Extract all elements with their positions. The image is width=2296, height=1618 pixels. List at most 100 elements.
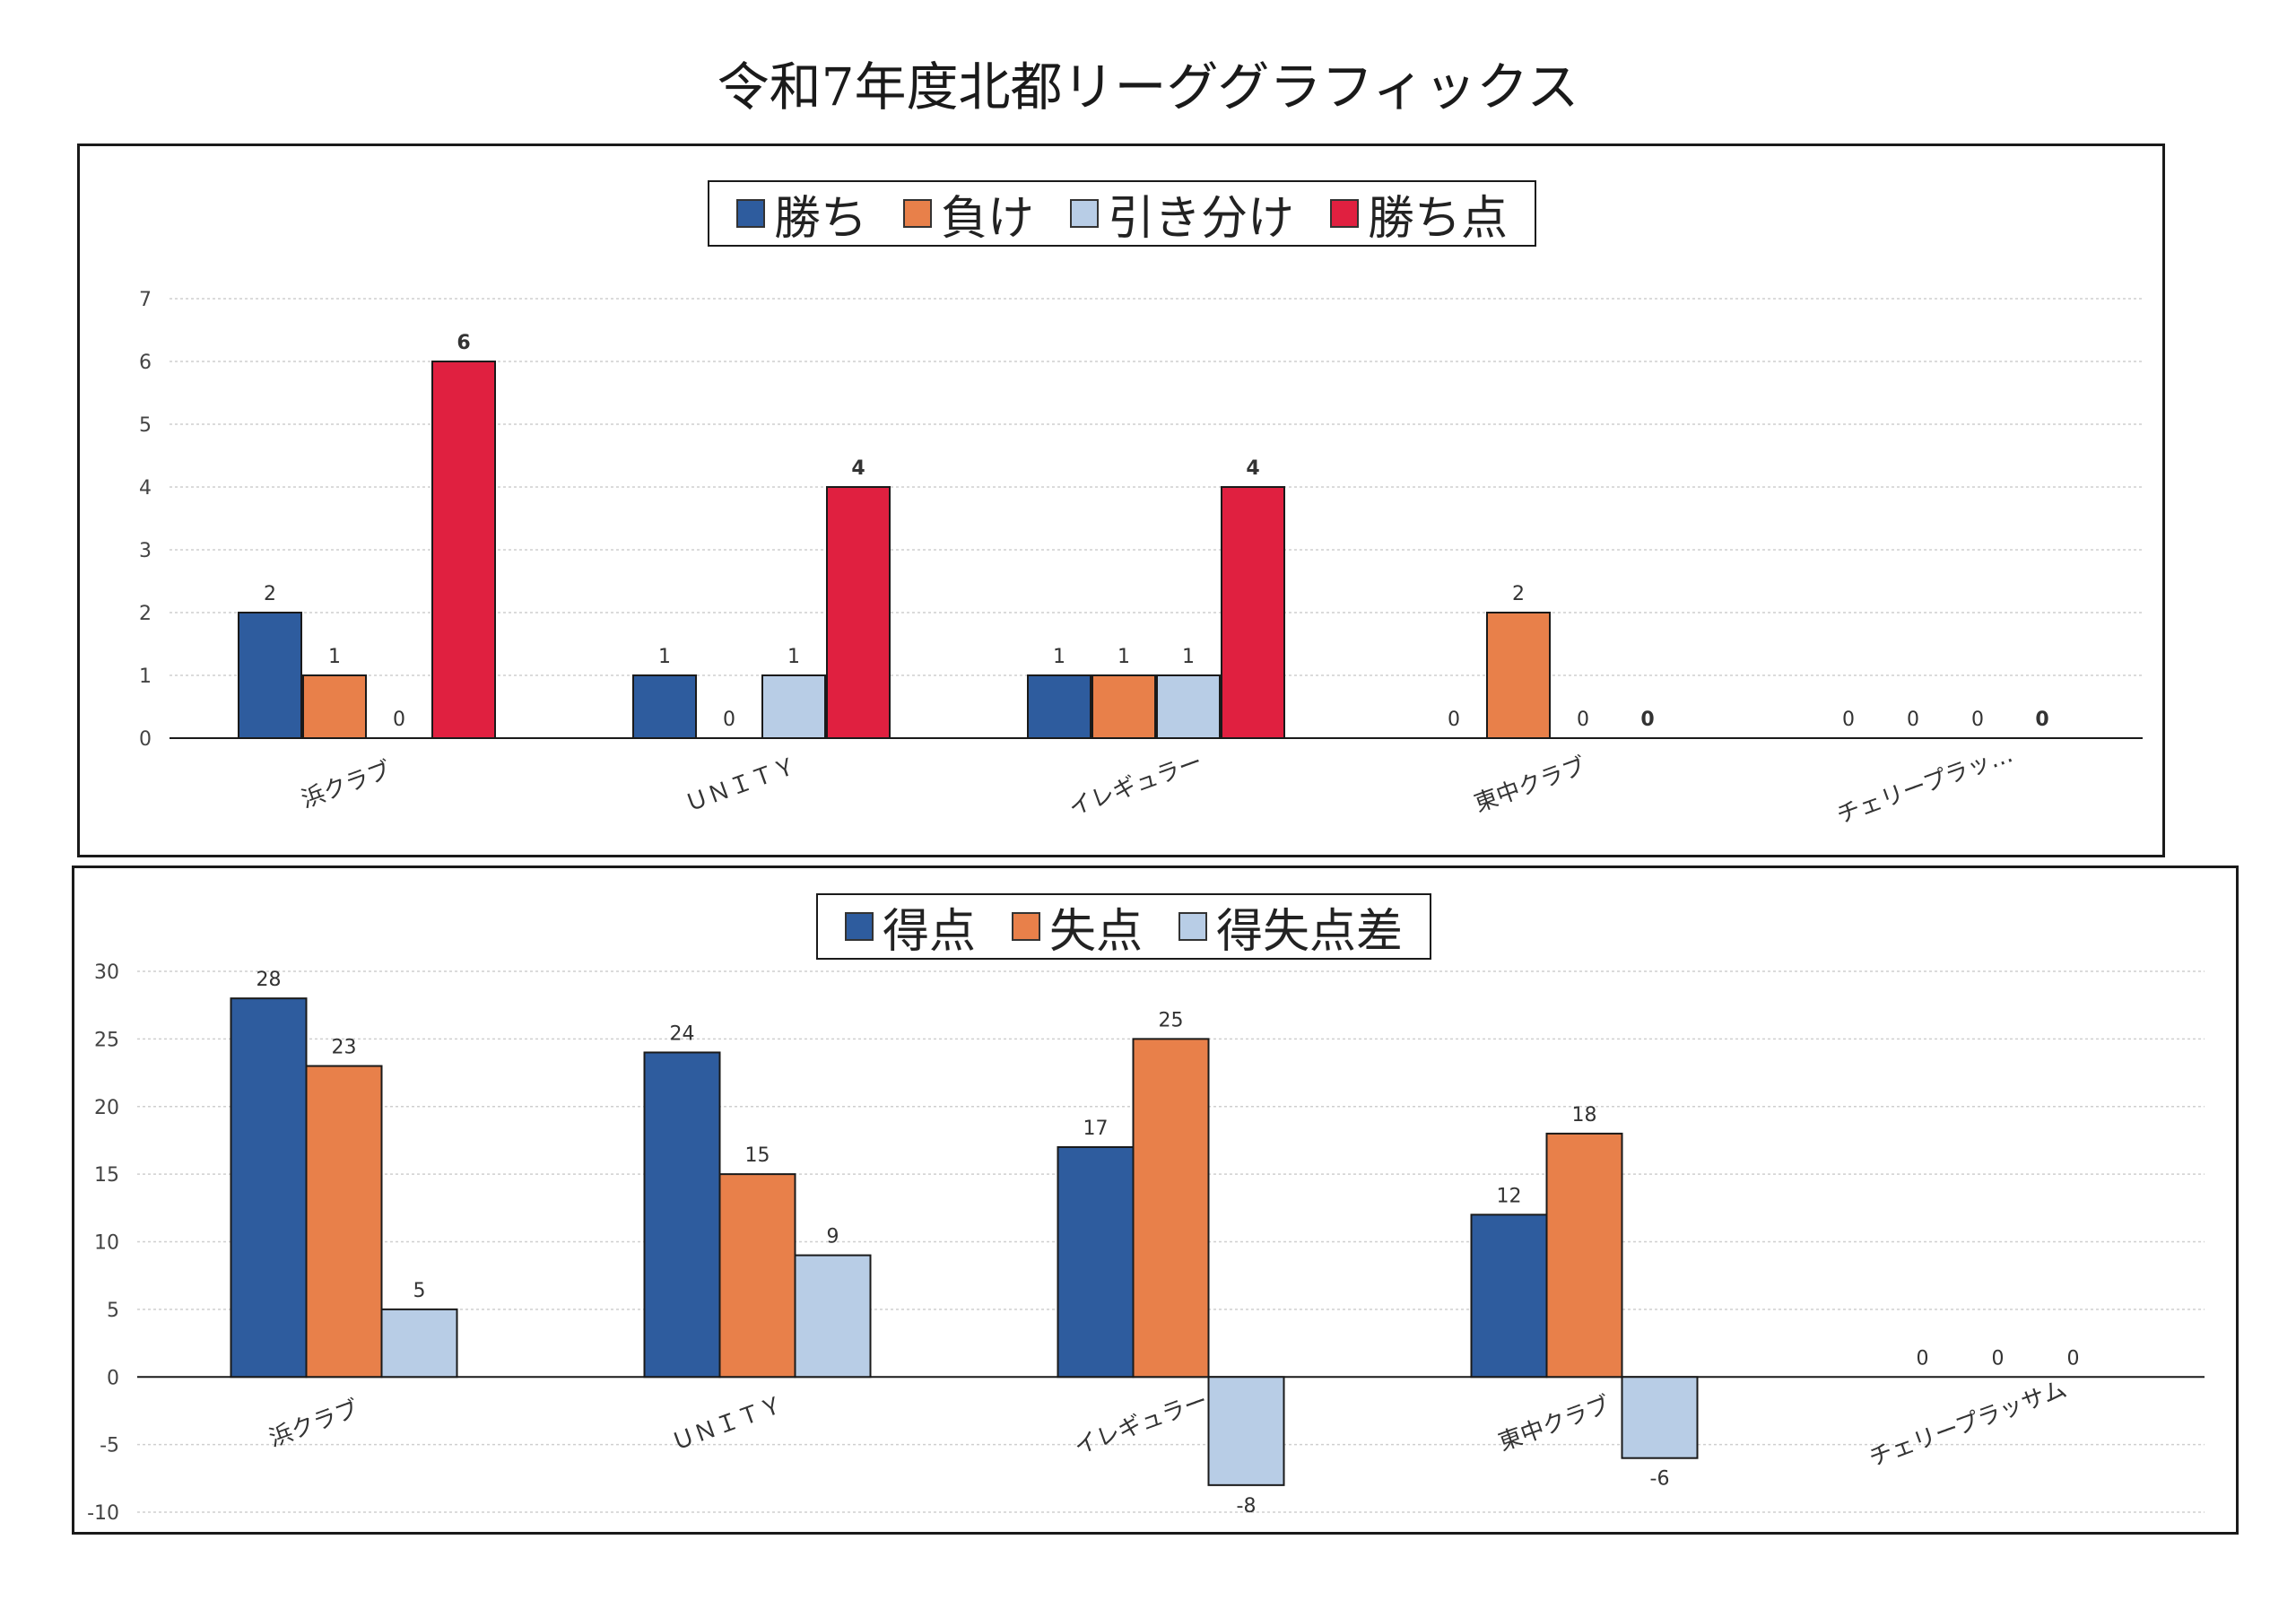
bar [305, 1065, 383, 1379]
x-category-label: チェリープラッサム [1866, 1376, 2070, 1473]
data-label: 0 [2067, 1347, 2080, 1370]
data-label: 0 [2035, 709, 2048, 731]
legend-item-goals-for: 得点 [845, 893, 976, 961]
y-tick-label: 15 [94, 1164, 119, 1187]
data-label: 0 [1842, 709, 1855, 731]
data-label: 17 [1083, 1118, 1109, 1140]
data-label: 5 [413, 1280, 426, 1302]
legend-label-goal-diff: 得失点差 [1216, 904, 1404, 959]
bar [1027, 674, 1091, 739]
legend-swatch-draws [1070, 199, 1100, 228]
data-label: 12 [1497, 1185, 1522, 1207]
bar [794, 1254, 872, 1379]
data-label: 0 [1448, 709, 1460, 731]
x-category-label: 東中クラブ [1495, 1391, 1613, 1457]
data-label: 2 [264, 583, 276, 605]
data-label: 4 [851, 457, 865, 480]
data-label: 0 [1577, 709, 1589, 731]
data-label: 1 [1182, 646, 1195, 668]
data-label: -8 [1237, 1495, 1257, 1518]
bar [1132, 1038, 1210, 1379]
data-label: 28 [257, 969, 282, 991]
x-category-label: ＵＮＩＴＹ [668, 1391, 787, 1457]
bar [1207, 1376, 1285, 1486]
bar [1486, 612, 1551, 739]
y-tick-label: -5 [100, 1435, 119, 1457]
x-category-label: イレギュラー [1065, 749, 1206, 822]
legend-item-losses: 負け [903, 180, 1034, 248]
bar [380, 1308, 458, 1379]
page-title: 令和7年度北都リーググラフィックス [717, 57, 1579, 117]
y-tick-label: 5 [107, 1300, 119, 1322]
data-label: 9 [827, 1226, 839, 1248]
standings-chart-panel: 0 1 2 3 4 5 6 7 2 1 0 6 浜クラブ 1 0 1 4 ＵＮＩＴＹ 1 1 1 4 イレギュラー 0 2 0 0 東… [77, 144, 2165, 857]
legend-label-goals-for: 得点 [883, 904, 977, 959]
x-category-label: イレギュラー [1071, 1387, 1212, 1461]
data-label: 18 [1572, 1104, 1597, 1127]
legend-swatch-goals-for [845, 912, 874, 941]
bar [826, 486, 891, 739]
y-tick-label: 10 [94, 1232, 119, 1255]
y-tick-label: 1 [139, 665, 152, 688]
legend-item-goal-diff: 得失点差 [1178, 893, 1403, 961]
legend-label-losses: 負け [941, 191, 1035, 246]
data-label: 4 [1246, 457, 1259, 480]
legend-item-points: 勝ち点 [1330, 180, 1508, 248]
data-label: 2 [1512, 583, 1525, 605]
legend-swatch-wins [736, 199, 765, 228]
data-label: 1 [658, 646, 671, 668]
data-label: 0 [723, 709, 735, 731]
bar [1221, 486, 1285, 739]
x-category-label: 浜クラブ [298, 757, 395, 814]
bar [1156, 674, 1221, 739]
data-label: 1 [328, 646, 341, 668]
legend-item-draws: 引き分け [1070, 180, 1294, 248]
legend-item-wins: 勝ち [736, 180, 867, 248]
data-label: 0 [1971, 709, 1984, 731]
bar [431, 361, 496, 739]
bar [1470, 1214, 1548, 1379]
goals-chart-panel: -10 -5 0 5 10 15 20 25 30 28 23 5 浜クラブ 24 15 9 ＵＮＩＴＹ 17 25… [72, 866, 2239, 1535]
x-category-label: 東中クラブ [1471, 752, 1589, 818]
bar [238, 612, 302, 739]
data-label: 0 [1992, 1347, 2005, 1370]
legend-label-goals-against: 失点 [1049, 904, 1144, 959]
data-label: 0 [1917, 1347, 1929, 1370]
legend-item-goals-against: 失点 [1012, 893, 1143, 961]
data-label: -6 [1650, 1468, 1670, 1491]
y-tick-label: 3 [139, 540, 152, 562]
y-tick-label: 5 [139, 414, 152, 437]
y-tick-label: 0 [139, 728, 152, 751]
data-label: 23 [332, 1037, 357, 1059]
legend-swatch-goals-against [1012, 912, 1041, 941]
x-category-label: ＵＮＩＴＹ [682, 752, 800, 818]
bar [1057, 1145, 1135, 1379]
bar [761, 674, 826, 739]
legend-swatch-points [1330, 199, 1360, 228]
legend-swatch-goal-diff [1178, 912, 1208, 941]
data-label: 0 [1640, 709, 1654, 731]
data-label: 24 [670, 1022, 695, 1045]
y-tick-label: 6 [139, 352, 152, 374]
y-tick-label: 4 [139, 477, 152, 500]
legend-swatch-losses [903, 199, 933, 228]
standings-legend: 勝ち 負け 引き分け 勝ち点 [708, 180, 1537, 248]
bar [230, 997, 308, 1379]
bar [1621, 1376, 1699, 1459]
legend-label-wins: 勝ち [774, 191, 868, 246]
goals-legend: 得点 失点 得失点差 [816, 893, 1432, 961]
data-label: 0 [393, 709, 405, 731]
data-label: 25 [1159, 1009, 1184, 1031]
data-label: 0 [1907, 709, 1919, 731]
data-label: 6 [457, 332, 470, 354]
bar [718, 1173, 796, 1379]
bar [1545, 1132, 1623, 1379]
x-category-label: チェリープラッ… [1833, 741, 2016, 830]
bar [302, 674, 367, 739]
y-tick-label: -10 [87, 1502, 119, 1525]
legend-label-draws: 引き分け [1108, 191, 1295, 246]
y-tick-label: 30 [94, 961, 119, 984]
data-label: 1 [1053, 646, 1065, 668]
bar [632, 674, 697, 739]
